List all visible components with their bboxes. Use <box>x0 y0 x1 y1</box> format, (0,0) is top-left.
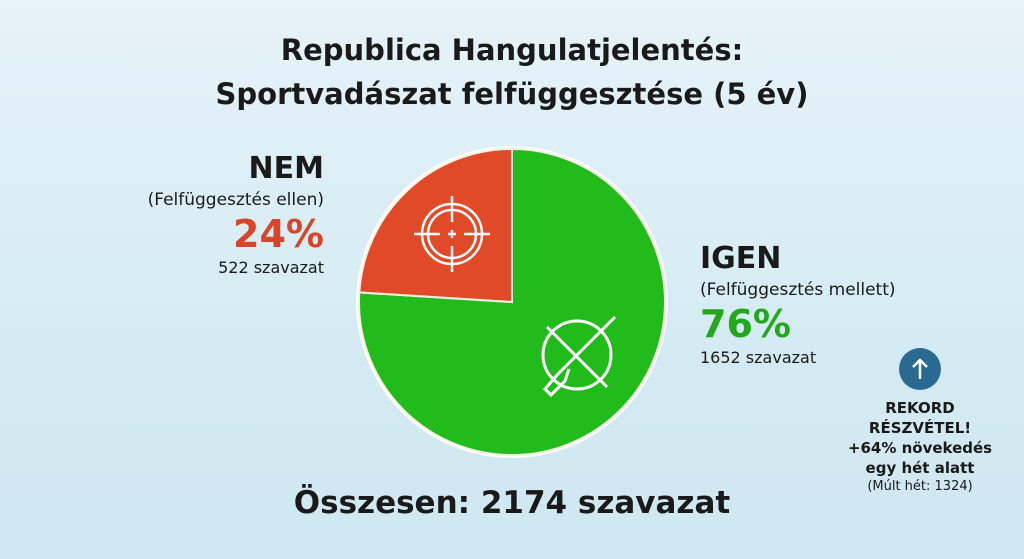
record-note: (Múlt hét: 1324) <box>867 479 973 494</box>
title-line-2: Sportvadászat felfüggesztése (5 év) <box>215 77 809 111</box>
no-label: NEM <box>248 151 324 186</box>
record-line: REKORD <box>885 399 955 417</box>
no-sublabel: (Felfüggesztés ellen) <box>147 190 324 210</box>
legend-no: NEM (Felfüggesztés ellen) 24% 522 szavaz… <box>148 150 324 280</box>
pie-chart <box>356 146 668 458</box>
total-votes: Összesen: 2174 szavazat <box>293 485 731 521</box>
record-line: +64% növekedés <box>847 439 993 457</box>
crossed-rifle-icon <box>541 315 617 398</box>
legend-yes: IGEN (Felfüggesztés mellett) 76% 1652 sz… <box>700 240 896 370</box>
chart-title: Republica Hangulatjelentés: Sportvadásza… <box>0 28 1024 116</box>
title-line-1: Republica Hangulatjelentés: <box>280 33 744 67</box>
pie-slice-nem <box>358 147 513 304</box>
pie-slice-igen <box>358 147 666 456</box>
no-votes: 522 szavazat <box>218 258 324 277</box>
yes-votes: 1652 szavazat <box>700 348 817 367</box>
arrow-up-icon <box>899 348 941 390</box>
no-percent: 24% <box>233 212 324 256</box>
yes-percent: 76% <box>700 302 791 346</box>
record-line: RÉSZVÉTEL! <box>868 419 972 437</box>
record-line: egy hét alatt <box>865 459 975 477</box>
yes-label: IGEN <box>700 241 782 276</box>
record-callout: REKORD RÉSZVÉTEL! +64% növekedés egy hét… <box>830 348 1010 496</box>
yes-sublabel: (Felfüggesztés mellett) <box>700 280 896 300</box>
crosshair-icon <box>414 196 490 272</box>
